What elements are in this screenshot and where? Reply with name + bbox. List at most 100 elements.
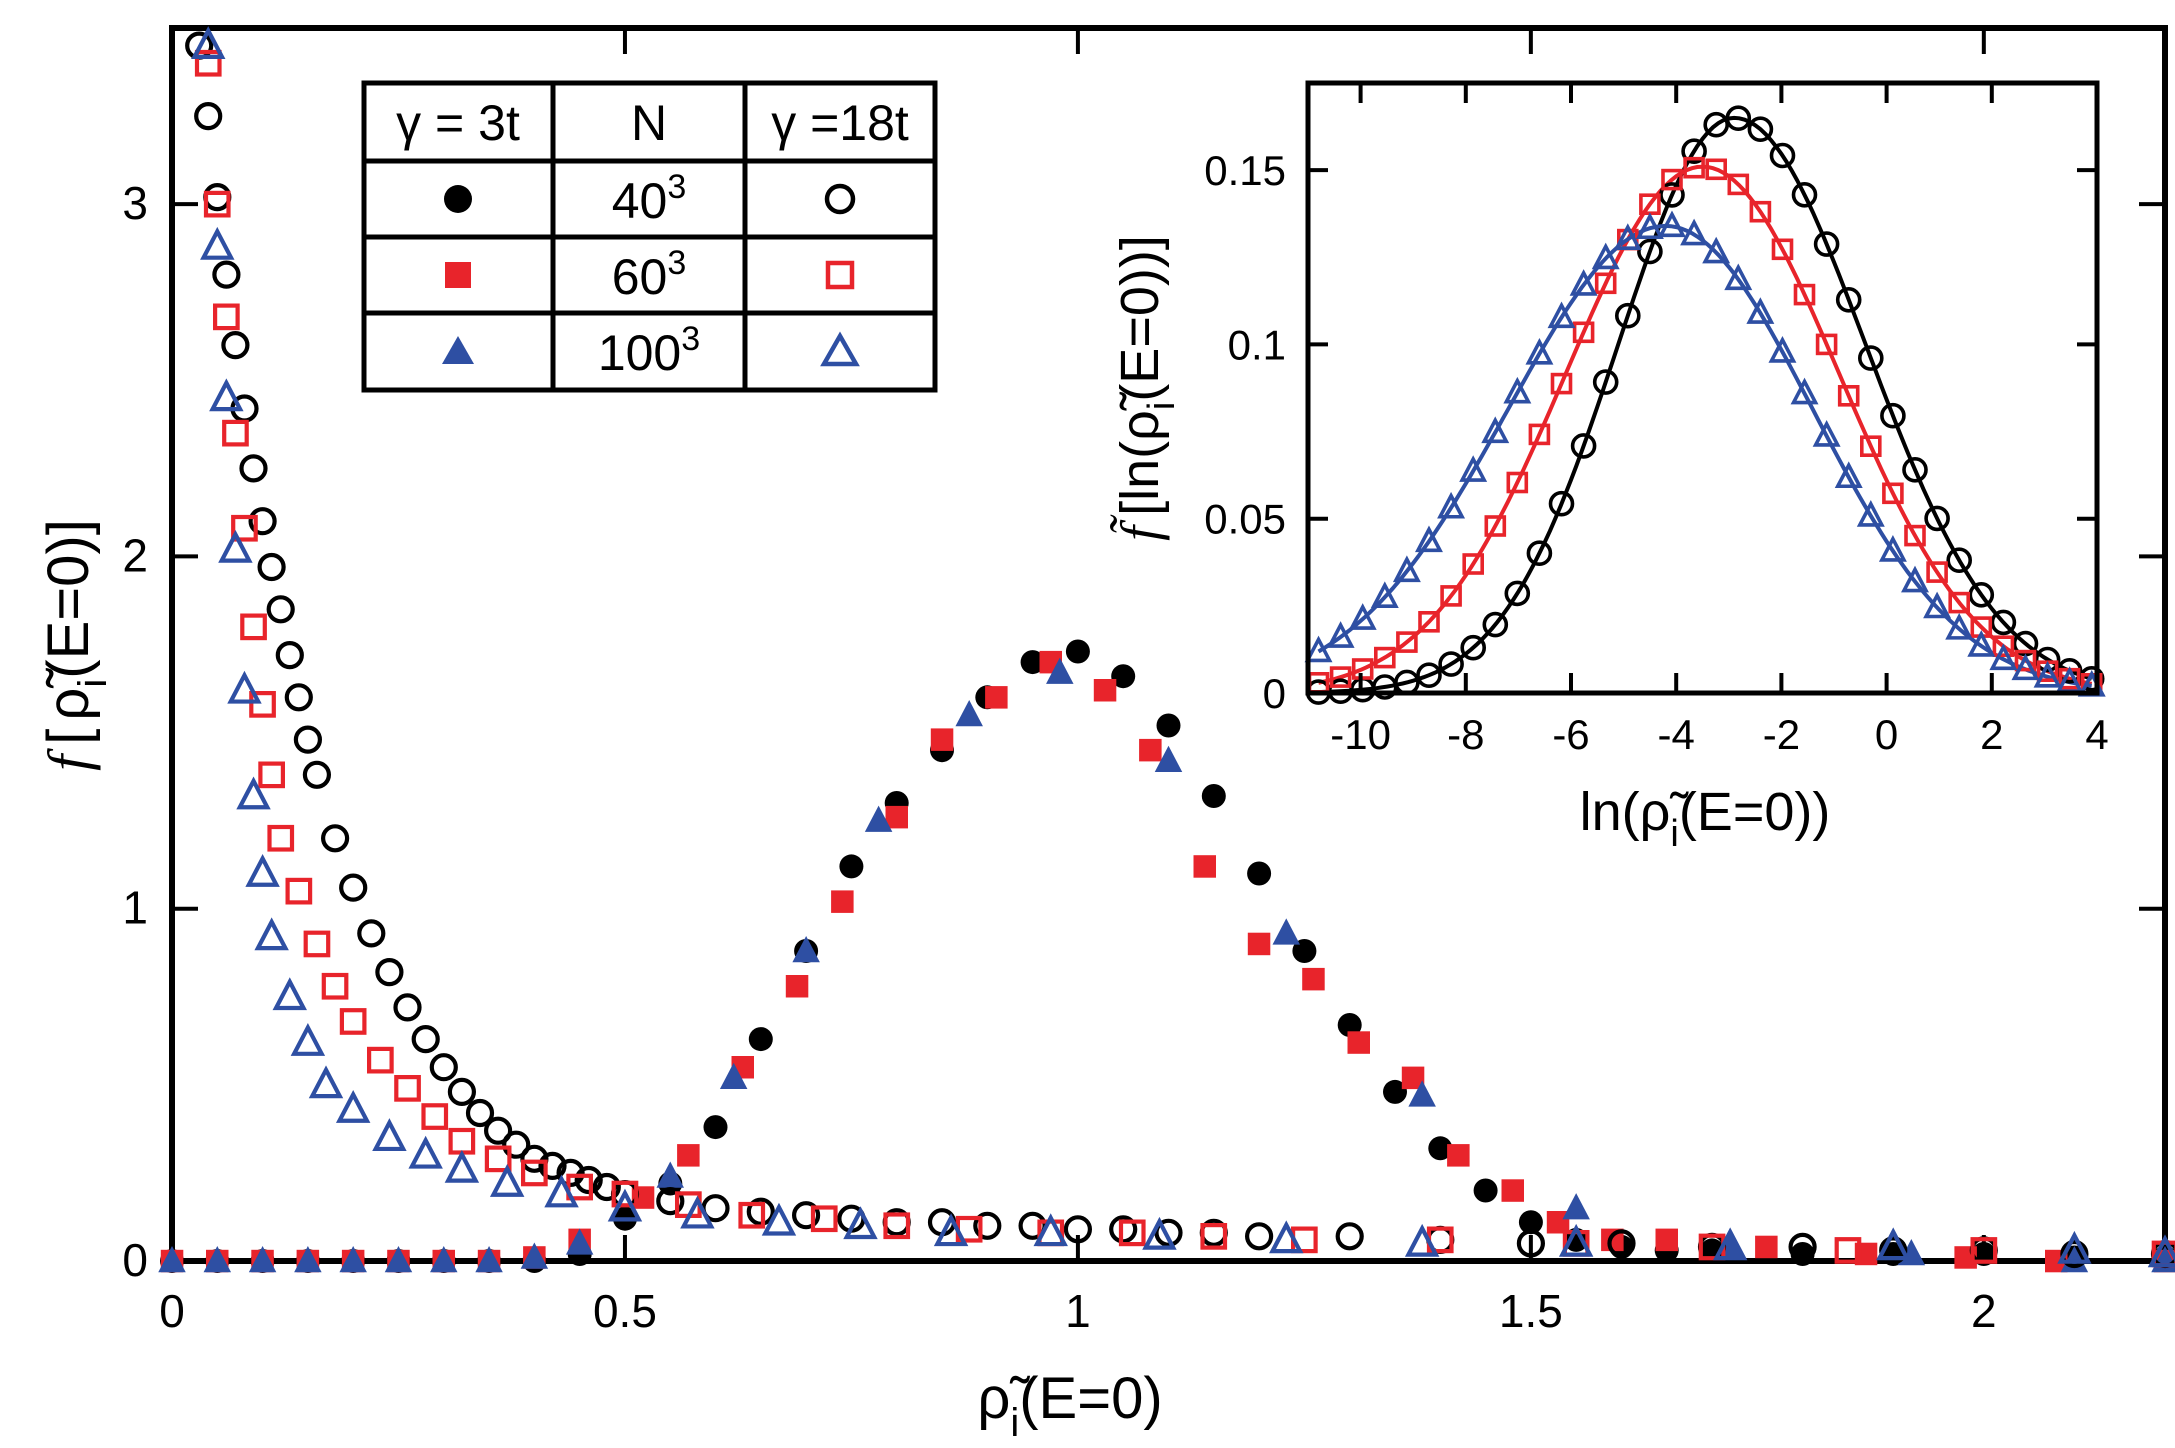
data-point-triangle: [1408, 1080, 1436, 1107]
data-point-triangle: [1033, 1213, 1068, 1247]
x-tick-label: 4: [2085, 711, 2108, 758]
data-point-square: [1302, 967, 1325, 991]
inset-data-point-circle: [1747, 116, 1774, 142]
inset-x-axis-label: ln(ρ̃i(E=0)): [1580, 782, 1831, 855]
data-point-circle: [302, 760, 331, 789]
inset-data-point-circle: [1438, 651, 1464, 677]
data-point-square: [448, 1127, 476, 1155]
x-tick-label: -8: [1447, 711, 1484, 758]
data-point-circle: [339, 873, 368, 902]
data-point-triangle: [1712, 1227, 1748, 1261]
inset-data-point-triangle: [1392, 555, 1421, 583]
data-point-square: [1347, 1031, 1370, 1054]
inset-data-point-square: [1727, 173, 1750, 196]
inset-data-point-triangle: [1525, 337, 1554, 365]
data-point-square: [1193, 855, 1216, 878]
data-point-square: [213, 303, 240, 331]
inset-data-point-triangle: [1901, 565, 1929, 593]
inset-data-point-triangle: [1437, 491, 1466, 519]
data-point-square: [321, 972, 349, 1000]
data-point-circle: [357, 919, 386, 948]
x-tick-label: -2: [1763, 711, 1800, 758]
data-point-square: [1093, 679, 1117, 702]
inset-y-axis-label: f̃[ln(ρ̃i(E=0))]: [1110, 235, 1183, 541]
y-tick-label: 0.1: [1228, 321, 1286, 368]
main-x-axis-label: ρ̃i(E=0): [977, 1366, 1162, 1445]
data-point-triangle: [384, 1246, 413, 1273]
data-point-circle: [203, 183, 232, 212]
inset-plot-background: [1308, 83, 2097, 693]
data-point-circle: [257, 552, 286, 582]
inset-data-point-square: [1904, 524, 1926, 547]
data-point-square: [303, 930, 331, 958]
inset-data-point-square: [1550, 372, 1573, 395]
data-point-circle: [1156, 713, 1181, 738]
data-point-square: [1447, 1144, 1470, 1167]
y-tick-label: 0: [1263, 670, 1286, 717]
inset-data-point-square: [1837, 384, 1860, 407]
legend-marker-filled-square: [445, 262, 471, 288]
inset-data-point-triangle: [1680, 218, 1709, 246]
legend-n-40: 403: [612, 168, 687, 229]
data-point-triangle: [2147, 1234, 2175, 1268]
y-tick-label: 0.15: [1204, 147, 1286, 194]
inset-data-point-circle: [1681, 138, 1707, 164]
main-y-axis-label: f[ρ̃i(E=0)]: [36, 519, 115, 771]
inset-data-point-square: [1506, 471, 1529, 494]
data-point-triangle: [290, 1023, 326, 1056]
data-point-circle: [656, 1186, 685, 1216]
data-point-circle: [1337, 1013, 1362, 1037]
inset-data-point-triangle: [1348, 603, 1377, 630]
inset-data-point-triangle: [1459, 455, 1488, 482]
inset-data-point-circle: [1924, 505, 1950, 532]
inset-data-point-triangle: [1768, 336, 1797, 363]
main-series-circle-open: [185, 31, 2175, 1269]
data-point-circle: [1244, 1222, 1274, 1251]
data-point-circle: [239, 454, 268, 483]
inset-data-point-circle: [1968, 581, 1995, 608]
inset-data-point-circle: [2078, 665, 2105, 692]
inset-data-point-square: [1860, 435, 1882, 458]
inset-data-point-circle: [1946, 547, 1972, 574]
legend-marker-filled-triangle: [442, 336, 474, 364]
data-point-circle: [1020, 650, 1045, 675]
x-tick-label: 2: [1980, 711, 2003, 758]
inset-data-point-triangle: [1326, 621, 1355, 648]
data-point-square: [1655, 1228, 1678, 1252]
data-point-circle: [1292, 939, 1317, 963]
inset-data-point-square: [1948, 591, 1970, 614]
data-point-square: [1755, 1235, 1778, 1259]
data-point-circle: [484, 1116, 513, 1145]
data-point-square: [339, 1008, 367, 1035]
data-point-square: [484, 1145, 512, 1173]
legend-marker-open-square: [825, 260, 855, 290]
inset-data-point-square: [1594, 272, 1617, 295]
data-point-circle: [1109, 1215, 1138, 1244]
inset-series-square: [1307, 156, 2103, 695]
data-point-square: [738, 1201, 766, 1229]
inset-data-point-triangle: [1370, 581, 1399, 608]
main-data-marks: [158, 26, 2175, 1273]
data-point-circle: [248, 507, 277, 536]
data-point-square: [1970, 1237, 1998, 1264]
data-point-square: [285, 877, 313, 905]
inset-data-point-circle: [1504, 580, 1531, 607]
inset-data-point-circle: [1548, 490, 1575, 517]
data-point-circle: [221, 331, 250, 360]
data-point-circle: [411, 1024, 440, 1054]
inset-data-point-triangle: [1503, 376, 1532, 404]
data-point-square: [985, 686, 1008, 709]
legend-marker-open-circle: [824, 183, 856, 215]
inset-data-point-square: [1815, 333, 1838, 356]
inset-data-point-circle: [1880, 402, 1906, 429]
x-tick-label: 0: [159, 1285, 185, 1337]
data-point-square: [885, 805, 908, 829]
data-point-circle: [1473, 1178, 1498, 1203]
inset-data-point-circle: [1637, 238, 1663, 265]
data-point-triangle: [227, 670, 262, 704]
inset-data-point-triangle: [1812, 420, 1841, 447]
main-plot-frame: [169, 25, 2168, 1264]
data-point-square: [267, 824, 295, 852]
inset-data-point-square: [1793, 283, 1816, 306]
